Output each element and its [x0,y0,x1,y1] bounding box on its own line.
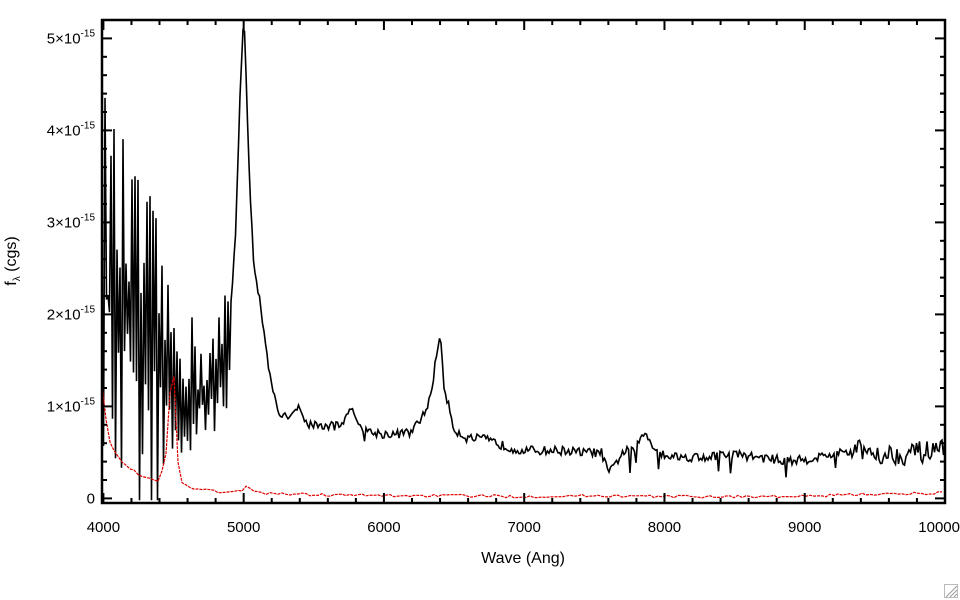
y-axis-label-subscript: λ [12,276,23,281]
y-axis-label-main: f [3,281,20,286]
y-tick-label: 0 [87,490,95,507]
y-tick-mantissa: 1×10 [47,398,81,415]
y-tick-label: 1×10-15 [47,396,96,415]
plot-frame [100,18,947,505]
error-spectrum-line [101,376,943,499]
y-tick-label: 4×10-15 [47,120,96,139]
y-tick-labels: 01×10-152×10-153×10-154×10-155×10-15 [47,28,96,507]
ticks-layer [102,20,946,503]
y-axis-label: fλ (cgs) [3,236,23,285]
y-axis-label-rest: (cgs) [3,236,20,276]
y-tick-exponent: -15 [81,304,96,315]
y-tick-exponent: -15 [81,28,96,39]
y-tick-label: 2×10-15 [47,304,96,323]
y-tick-mantissa: 4×10 [47,122,81,139]
x-tick-label: 7000 [508,519,541,536]
y-tick-label: 5×10-15 [47,28,96,47]
x-tick-label: 6000 [367,519,400,536]
y-tick-label: 3×10-15 [47,212,96,231]
series-layer [101,28,946,501]
y-tick-mantissa: 0 [87,490,95,507]
y-tick-exponent: -15 [81,396,96,407]
x-tick-labels: 4000 5000 6000 7000 8000 9000 10000 [87,519,960,536]
flux-spectrum-line [101,28,946,501]
y-tick-mantissa: 5×10 [47,30,81,47]
x-tick-label: 9000 [788,519,821,536]
y-tick-mantissa: 2×10 [47,306,81,323]
x-tick-label: 4000 [87,519,120,536]
y-tick-exponent: -15 [81,212,96,223]
x-tick-label: 10000 [918,519,960,536]
x-tick-label: 5000 [227,519,260,536]
y-tick-exponent: -15 [81,120,96,131]
y-tick-mantissa: 3×10 [47,214,81,231]
resize-grip-icon[interactable] [944,584,958,598]
x-axis-label: Wave (Ang) [481,550,565,567]
x-tick-label: 8000 [648,519,681,536]
